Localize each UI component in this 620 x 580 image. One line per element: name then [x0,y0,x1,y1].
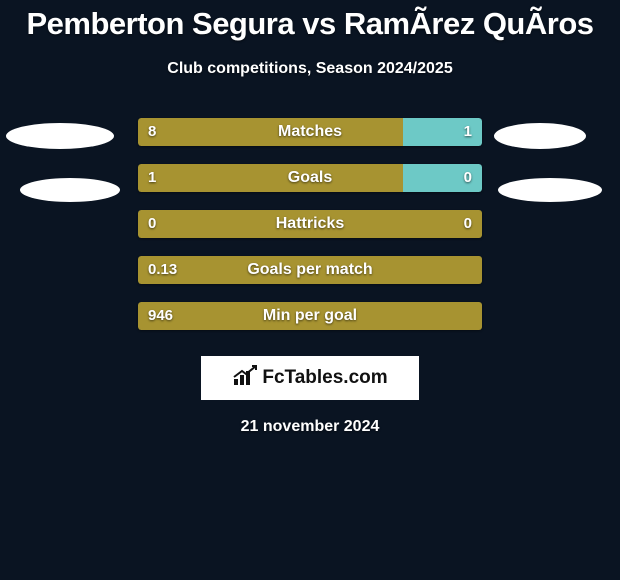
page-title: Pemberton Segura vs RamÃrez QuÃros [0,0,620,42]
bar-wrap: Matches81 [138,118,482,146]
bar-chart-icon [232,365,258,392]
logo-text: FcTables.com [262,367,387,389]
bar-left [138,118,403,146]
ellipse-shape [6,123,114,149]
ellipse-shape [498,178,602,202]
stat-row: Hattricks00 [0,210,620,256]
stat-row: Min per goal946 [0,302,620,348]
bar-wrap: Goals per match0.13 [138,256,482,284]
stat-rows: Matches81 Goals10 Hattricks00 Goals per mat… [0,118,620,348]
bar-wrap: Min per goal946 [138,302,482,330]
bar-left [138,256,482,284]
stat-row: Goals per match0.13 [0,256,620,302]
bar-left [138,210,482,238]
ellipse-shape [20,178,120,202]
bar-right [403,118,482,146]
bar-wrap: Hattricks00 [138,210,482,238]
date-text: 21 november 2024 [0,418,620,436]
ellipse-shape [494,123,586,149]
bar-left [138,164,403,192]
subtitle: Club competitions, Season 2024/2025 [0,60,620,78]
bar-wrap: Goals10 [138,164,482,192]
bar-right [403,164,482,192]
bar-left [138,302,482,330]
logo-box: FcTables.com [201,356,419,400]
